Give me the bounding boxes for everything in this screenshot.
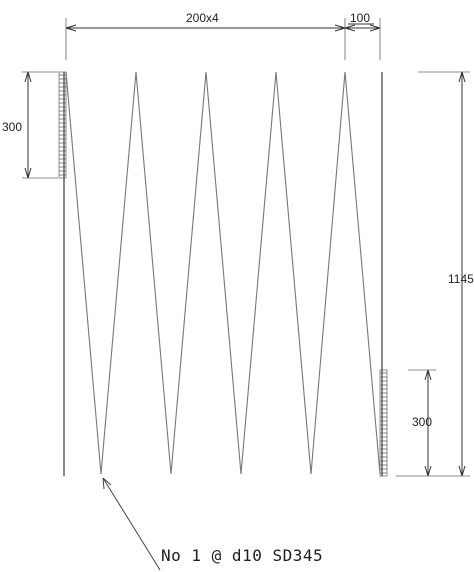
right-hatch-frame: [379, 369, 388, 477]
right-total-label: 1145: [448, 272, 474, 286]
top-spacing-label: 200x4: [186, 11, 219, 25]
left-dimension: 300: [2, 71, 58, 179]
top-end-label: 100: [350, 11, 370, 25]
callout-label: No 1 @ d10 SD345: [161, 546, 323, 565]
top-arrow-mid-left: [334, 24, 346, 32]
top-arrow-left: [65, 24, 77, 32]
callout-leader-arrow: [102, 477, 112, 490]
left-arrow-top: [24, 71, 32, 83]
right-bottom-label: 300: [412, 415, 432, 429]
left-arrow-bottom: [24, 167, 32, 179]
callout: No 1 @ d10 SD345: [102, 477, 323, 571]
callout-leader-line: [102, 477, 161, 571]
top-arrow-right: [369, 24, 381, 32]
right-total-arrow-top: [458, 71, 466, 83]
top-dimension: 200x4 100: [65, 11, 381, 60]
top-arrow-mid-right: [344, 24, 356, 32]
right-dimension: 1145 300: [396, 71, 474, 477]
left-hatch-lines: [59, 74, 66, 176]
zigzag-lattice-bar: [65, 71, 381, 475]
left-weld-hatch: [58, 71, 67, 179]
right-total-arrow-bottom: [458, 465, 466, 477]
right-hatch-lines: [380, 372, 387, 474]
left-height-label: 300: [2, 120, 22, 134]
right-bottom-arrow-bottom: [424, 465, 432, 477]
left-hatch-frame: [58, 71, 67, 179]
right-weld-hatch: [379, 369, 388, 477]
right-bottom-arrow-top: [424, 369, 432, 381]
